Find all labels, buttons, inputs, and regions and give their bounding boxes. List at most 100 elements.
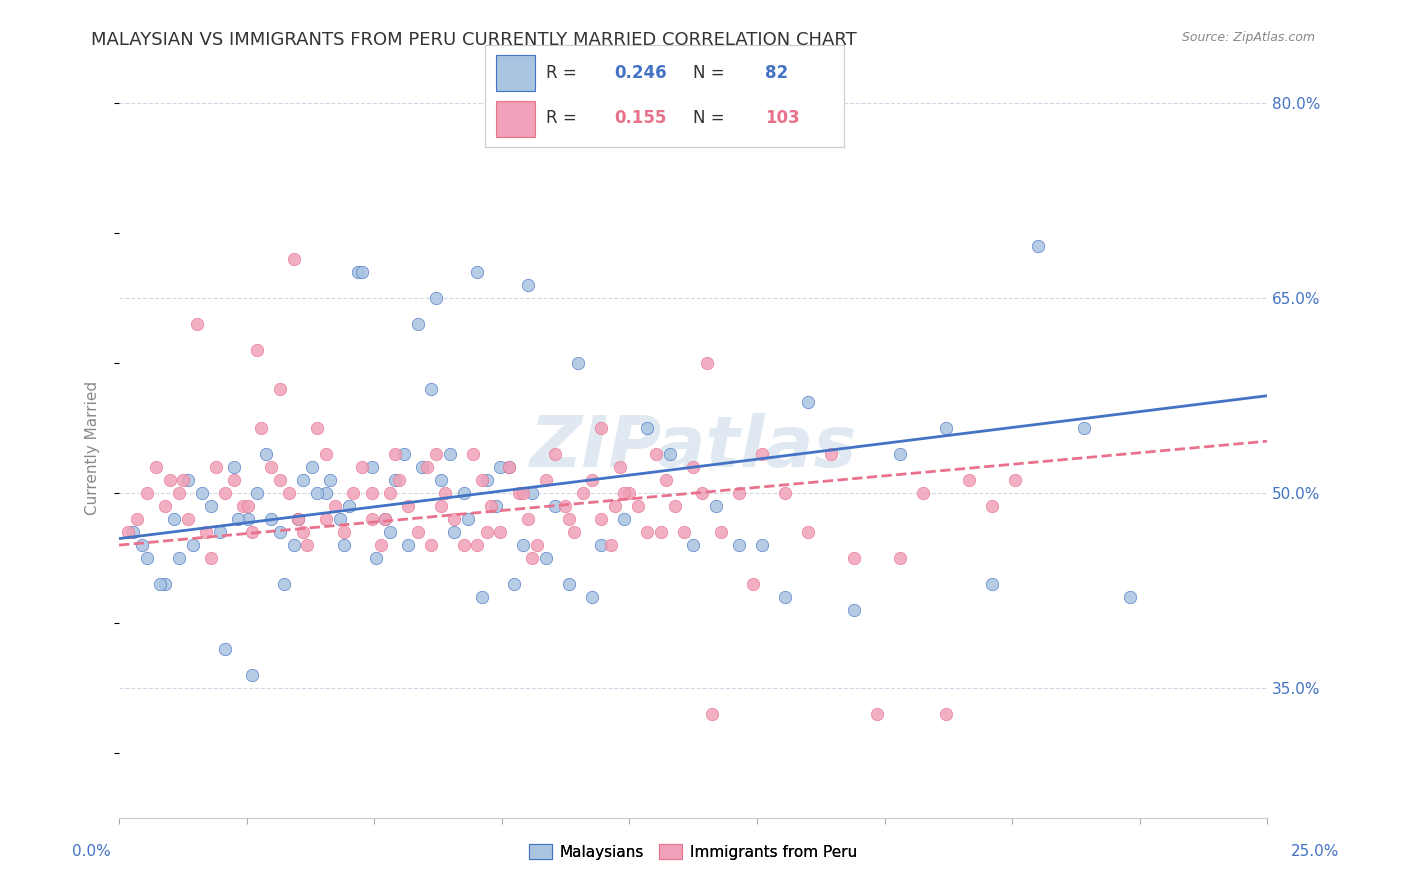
Point	[236, 512, 259, 526]
Point	[283, 252, 305, 267]
Point	[439, 447, 461, 461]
Point	[682, 460, 704, 475]
Point	[659, 447, 682, 461]
Y-axis label: Currently Married: Currently Married	[86, 381, 100, 515]
Point	[558, 577, 581, 591]
Point	[475, 525, 498, 540]
Point	[269, 382, 291, 396]
Point	[200, 551, 222, 566]
Point	[347, 265, 370, 279]
Point	[240, 668, 263, 682]
Point	[751, 538, 773, 552]
Point	[342, 486, 364, 500]
Point	[728, 538, 751, 552]
Text: R =: R =	[546, 110, 582, 128]
Point	[508, 486, 530, 500]
Point	[278, 486, 301, 500]
Point	[384, 447, 406, 461]
Point	[534, 551, 557, 566]
Point	[980, 499, 1002, 513]
Point	[453, 486, 475, 500]
Point	[214, 486, 236, 500]
Point	[429, 473, 451, 487]
Point	[333, 538, 356, 552]
Point	[259, 460, 281, 475]
Point	[866, 706, 889, 721]
Point	[842, 603, 865, 617]
Point	[522, 551, 544, 566]
Point	[599, 538, 621, 552]
Point	[696, 356, 718, 370]
Point	[200, 499, 222, 513]
Text: ZIPatlas: ZIPatlas	[530, 413, 856, 483]
Text: 0.246: 0.246	[614, 64, 666, 82]
Point	[283, 538, 305, 552]
Point	[214, 642, 236, 657]
Point	[153, 499, 176, 513]
Point	[617, 486, 640, 500]
Point	[305, 421, 328, 435]
Point	[797, 525, 820, 540]
Text: 82: 82	[765, 64, 787, 82]
Point	[195, 525, 218, 540]
Point	[471, 590, 494, 604]
Text: MALAYSIAN VS IMMIGRANTS FROM PERU CURRENTLY MARRIED CORRELATION CHART: MALAYSIAN VS IMMIGRANTS FROM PERU CURREN…	[91, 31, 858, 49]
Point	[609, 460, 631, 475]
Point	[117, 525, 139, 540]
Point	[149, 577, 172, 591]
Point	[1026, 239, 1049, 253]
Point	[581, 473, 603, 487]
Point	[534, 473, 557, 487]
Bar	[496, 101, 536, 137]
Point	[957, 473, 980, 487]
Text: Source: ZipAtlas.com: Source: ZipAtlas.com	[1181, 31, 1315, 45]
Point	[269, 473, 291, 487]
Point	[773, 590, 796, 604]
Point	[287, 512, 309, 526]
Text: 25.0%: 25.0%	[1291, 845, 1339, 859]
Point	[406, 318, 429, 332]
Point	[465, 538, 488, 552]
Point	[273, 577, 295, 591]
Point	[682, 538, 704, 552]
Point	[453, 538, 475, 552]
Point	[516, 278, 538, 293]
Point	[246, 343, 269, 358]
Point	[636, 525, 658, 540]
Text: R =: R =	[546, 64, 582, 82]
Point	[360, 512, 382, 526]
Point	[366, 551, 388, 566]
Point	[159, 473, 181, 487]
Point	[1118, 590, 1140, 604]
Point	[240, 525, 263, 540]
Point	[297, 538, 319, 552]
Point	[627, 499, 650, 513]
Point	[489, 525, 512, 540]
Point	[246, 486, 269, 500]
Point	[315, 512, 337, 526]
Point	[820, 447, 842, 461]
Point	[411, 460, 433, 475]
Point	[305, 486, 328, 500]
Point	[728, 486, 751, 500]
Legend: Malaysians, Immigrants from Peru: Malaysians, Immigrants from Peru	[523, 838, 863, 866]
Point	[204, 460, 226, 475]
Point	[259, 512, 281, 526]
Point	[177, 512, 200, 526]
Point	[710, 525, 733, 540]
Point	[315, 486, 337, 500]
Point	[406, 525, 429, 540]
Text: N =: N =	[693, 110, 730, 128]
Point	[167, 486, 190, 500]
Point	[443, 525, 465, 540]
Point	[153, 577, 176, 591]
Point	[889, 551, 911, 566]
Point	[384, 473, 406, 487]
Point	[186, 318, 208, 332]
Point	[319, 473, 342, 487]
Point	[250, 421, 273, 435]
Point	[396, 538, 419, 552]
Point	[232, 499, 254, 513]
Point	[700, 706, 723, 721]
Point	[396, 499, 419, 513]
